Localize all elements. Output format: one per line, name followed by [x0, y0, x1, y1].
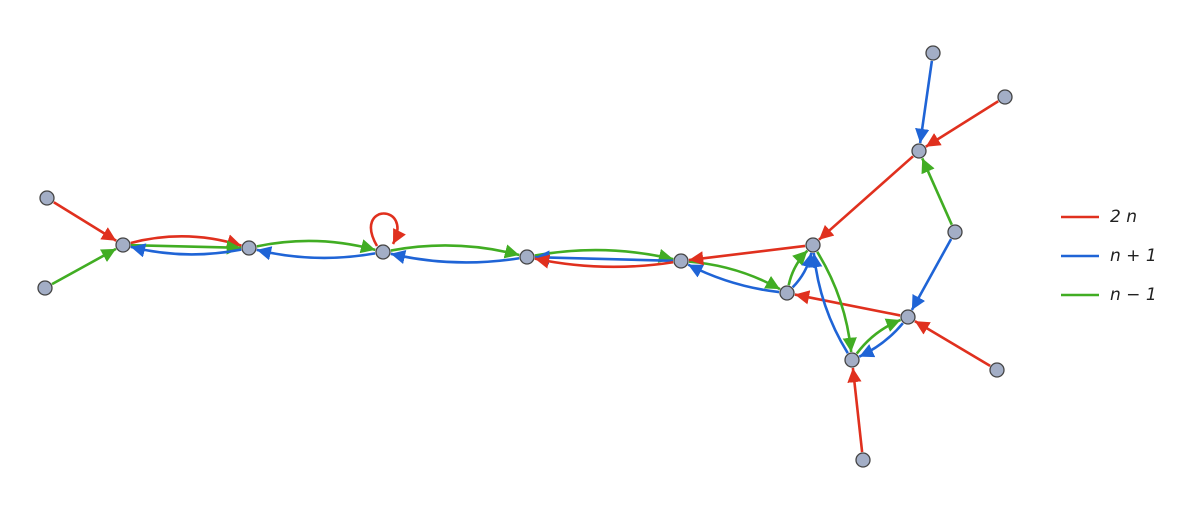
node [855, 452, 871, 468]
edge [925, 100, 999, 148]
node [989, 362, 1005, 378]
edge [256, 246, 376, 261]
node [997, 89, 1013, 105]
edge [816, 251, 857, 353]
node [900, 309, 916, 325]
node [673, 253, 689, 269]
edge [130, 234, 242, 249]
edge [130, 243, 242, 258]
legend-label: n − 1 [1110, 285, 1157, 305]
node [39, 190, 55, 206]
edge [794, 290, 901, 317]
edge [818, 155, 914, 241]
node [925, 45, 941, 61]
node [241, 240, 257, 256]
edge [914, 319, 991, 368]
edge [390, 244, 520, 259]
edge [688, 260, 781, 291]
edge [921, 157, 953, 226]
edge [53, 201, 117, 242]
edge [855, 318, 902, 355]
node [805, 237, 821, 253]
edge [858, 322, 904, 358]
edge [534, 250, 674, 265]
edge [688, 244, 806, 266]
edge [915, 60, 934, 144]
edge-loop [369, 212, 406, 247]
node [37, 280, 53, 296]
node [947, 224, 963, 240]
edge [847, 367, 864, 453]
edge [256, 239, 376, 254]
nodes [37, 45, 1013, 468]
edge [130, 240, 242, 255]
edge [534, 254, 674, 269]
edge [390, 250, 520, 264]
node [911, 143, 927, 159]
node [844, 352, 860, 368]
edge [534, 248, 674, 263]
node [375, 244, 391, 260]
edge [51, 247, 117, 286]
legend: 2 n n + 1 n − 1 [1061, 207, 1157, 305]
legend-label: 2 n [1110, 207, 1137, 227]
edge [910, 238, 953, 311]
node [519, 249, 535, 265]
edges [51, 60, 999, 453]
edge [791, 252, 816, 289]
node [115, 237, 131, 253]
edge [687, 263, 780, 294]
node [779, 285, 795, 301]
legend-label: n + 1 [1110, 246, 1157, 266]
